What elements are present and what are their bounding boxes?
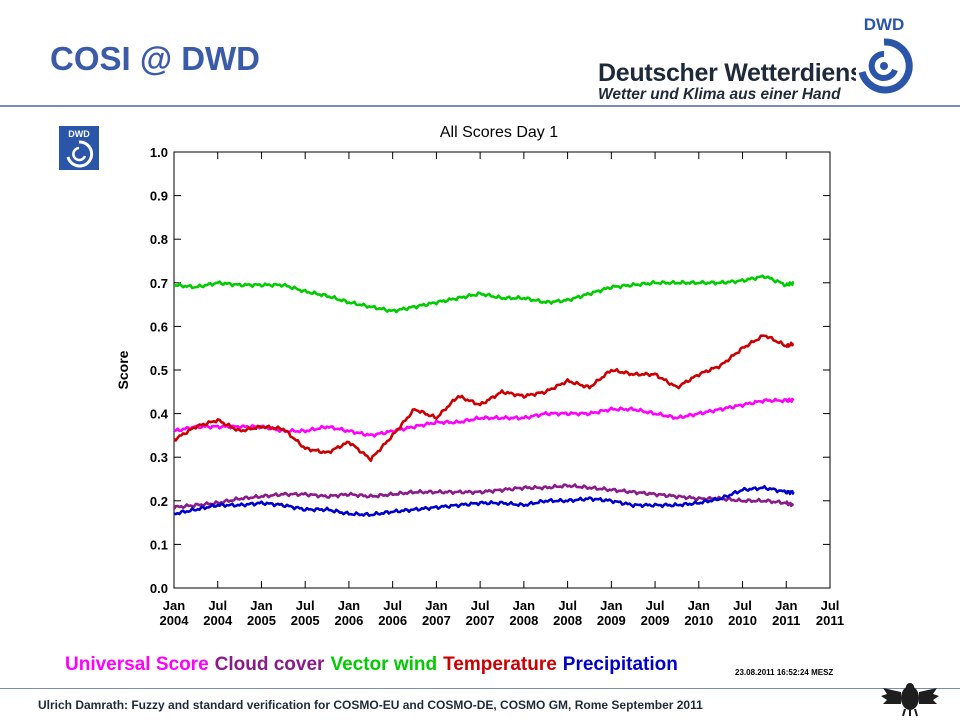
- series-line-temperature: [173, 334, 795, 463]
- brand-text: Deutscher Wetterdienst Wetter und Klima …: [598, 60, 872, 104]
- x-tick-label: 2004: [160, 613, 190, 628]
- brand-name: Deutscher Wetterdienst: [598, 59, 872, 87]
- y-tick-label: 0.4: [150, 407, 169, 422]
- y-tick-label: 0.3: [150, 450, 168, 465]
- logo-text: DWD: [864, 15, 905, 34]
- x-tick-label: 2010: [728, 613, 757, 628]
- y-tick-label: 0.9: [150, 189, 168, 204]
- series-line-precipitation: [173, 485, 795, 517]
- series-line-cloud-cover: [172, 483, 795, 510]
- x-tick-label: 2006: [378, 613, 407, 628]
- legend-entry-temperature: Temperature: [443, 654, 557, 675]
- legend-entry-cloud-cover: Cloud cover: [215, 654, 325, 675]
- slide-title: COSI @ DWD: [50, 40, 261, 77]
- x-tick-label: 2005: [291, 613, 320, 628]
- y-tick-label: 0.6: [150, 319, 168, 334]
- x-tick-label: Jul: [383, 598, 402, 613]
- x-tick-label: Jul: [471, 598, 490, 613]
- x-tick-label: Jan: [513, 598, 535, 613]
- svg-text:DWD: DWD: [68, 129, 90, 139]
- chart-corner-logo-icon: DWD: [59, 126, 99, 170]
- chart: DWD All Scores Day 1 Score 0.0 0.1 0.2 0.3 0…: [57, 112, 862, 684]
- x-tick-label: Jan: [338, 598, 360, 613]
- y-tick-label: 0.8: [150, 232, 168, 247]
- series-line-vector-wind: [173, 274, 795, 314]
- x-tick-label: Jul: [646, 598, 665, 613]
- dwd-logo-icon: DWD: [856, 12, 913, 96]
- x-tick-label: 2007: [466, 613, 495, 628]
- footer-rule: [0, 688, 960, 689]
- x-tick-label: 2009: [641, 613, 670, 628]
- x-tick-label: Jan: [775, 598, 797, 613]
- footer-text: Ulrich Damrath: Fuzzy and standard verif…: [38, 698, 703, 712]
- x-tick-label: 2009: [597, 613, 626, 628]
- y-tick-label: 0.0: [150, 581, 168, 596]
- y-tick-label: 0.2: [150, 494, 168, 509]
- y-axis-label: Score: [115, 350, 131, 389]
- x-tick-label: 2006: [334, 613, 363, 628]
- header-rule: [0, 105, 960, 107]
- y-tick-label: 0.7: [150, 276, 168, 291]
- x-tick-label: Jan: [250, 598, 272, 613]
- y-tick-label: 0.1: [150, 537, 168, 552]
- x-tick-label: Jan: [600, 598, 622, 613]
- legend-entry-vector-wind: Vector wind: [330, 654, 437, 675]
- x-tick-label: 2005: [247, 613, 276, 628]
- y-tick-label: 0.5: [150, 363, 168, 378]
- x-tick-label: Jul: [733, 598, 752, 613]
- x-tick-label: Jul: [208, 598, 227, 613]
- x-tick-label: Jul: [821, 598, 840, 613]
- x-tick-label: Jul: [558, 598, 577, 613]
- y-tick-label: 1.0: [150, 145, 168, 160]
- x-tick-label: 2008: [553, 613, 582, 628]
- x-tick-label: 2008: [509, 613, 538, 628]
- x-tick-label: 2011: [816, 613, 844, 628]
- x-tick-label: 2011: [772, 613, 800, 628]
- x-tick-label: 2007: [422, 613, 451, 628]
- chart-timestamp: 23.08.2011 16:52:24 MESZ: [735, 668, 833, 677]
- x-tick-label: Jan: [425, 598, 447, 613]
- x-tick-label: Jul: [296, 598, 315, 613]
- legend-entry-universal-score: Universal Score: [65, 654, 209, 675]
- chart-title: All Scores Day 1: [440, 124, 558, 141]
- x-tick-label: 2010: [684, 613, 713, 628]
- legend-entry-precipitation: Precipitation: [563, 654, 678, 675]
- x-tick-label: Jan: [688, 598, 710, 613]
- series-line-universal-score: [173, 397, 795, 438]
- federal-eagle-icon: [881, 683, 939, 717]
- x-tick-label: 2004: [203, 613, 233, 628]
- brand-tagline: Wetter und Klima aus einer Hand: [598, 86, 841, 103]
- x-tick-label: Jan: [163, 598, 185, 613]
